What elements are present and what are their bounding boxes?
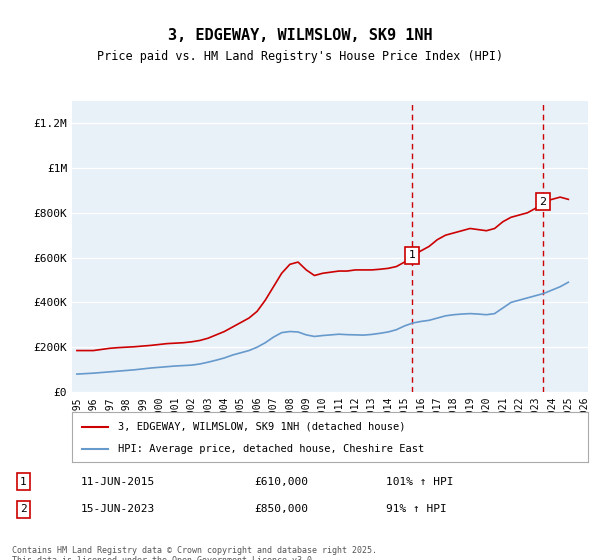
Text: 11-JUN-2015: 11-JUN-2015 xyxy=(81,477,155,487)
Text: 1: 1 xyxy=(409,250,415,260)
Text: 3, EDGEWAY, WILMSLOW, SK9 1NH: 3, EDGEWAY, WILMSLOW, SK9 1NH xyxy=(167,28,433,43)
Text: 91% ↑ HPI: 91% ↑ HPI xyxy=(386,505,447,515)
Text: £850,000: £850,000 xyxy=(254,505,308,515)
Text: £610,000: £610,000 xyxy=(254,477,308,487)
Text: Price paid vs. HM Land Registry's House Price Index (HPI): Price paid vs. HM Land Registry's House … xyxy=(97,50,503,63)
Text: 15-JUN-2023: 15-JUN-2023 xyxy=(81,505,155,515)
Text: 2: 2 xyxy=(20,505,27,515)
Text: HPI: Average price, detached house, Cheshire East: HPI: Average price, detached house, Ches… xyxy=(118,445,425,454)
Text: 2: 2 xyxy=(539,197,547,207)
Text: 1: 1 xyxy=(20,477,27,487)
Text: Contains HM Land Registry data © Crown copyright and database right 2025.
This d: Contains HM Land Registry data © Crown c… xyxy=(12,546,377,560)
Text: 3, EDGEWAY, WILMSLOW, SK9 1NH (detached house): 3, EDGEWAY, WILMSLOW, SK9 1NH (detached … xyxy=(118,422,406,432)
Text: 101% ↑ HPI: 101% ↑ HPI xyxy=(386,477,454,487)
